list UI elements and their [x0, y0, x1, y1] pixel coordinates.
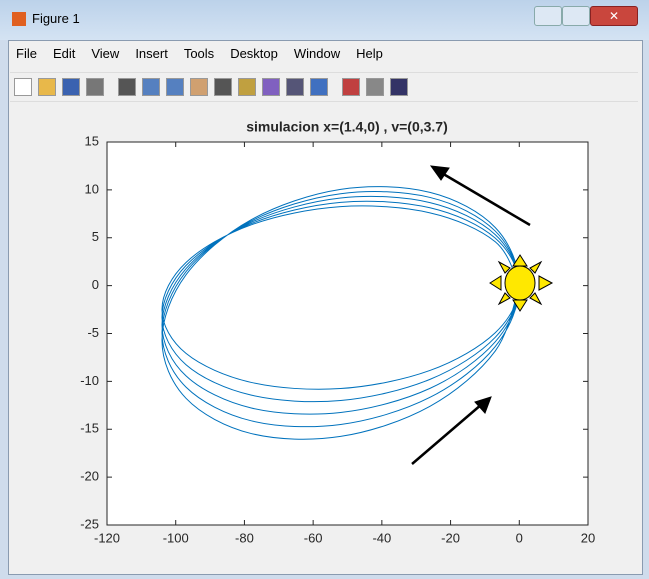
chart-title: simulacion x=(1.4,0) , v=(0,3.7) [246, 119, 448, 135]
y-tick-label: -5 [87, 325, 99, 340]
x-tick-label: -120 [94, 530, 120, 545]
y-tick-label: -20 [80, 469, 99, 484]
x-tick-label: -100 [163, 530, 189, 545]
x-tick-label: 20 [581, 530, 595, 545]
y-tick-label: 0 [92, 277, 99, 292]
y-tick-label: -15 [80, 421, 99, 436]
x-tick-label: -40 [372, 530, 391, 545]
figure: simulacion x=(1.4,0) , v=(0,3.7) -120 -10… [0, 0, 649, 579]
y-tick-label: 10 [85, 181, 99, 196]
x-tick-label: -80 [235, 530, 254, 545]
x-tick-label: -20 [441, 530, 460, 545]
axes-box [107, 142, 588, 525]
x-tick-label: 0 [516, 530, 523, 545]
x-tick-label: -60 [304, 530, 323, 545]
y-tick-label: -10 [80, 373, 99, 388]
y-tick-label: -25 [80, 516, 99, 531]
window: Figure 1 ✕ FileEditViewInsertToolsDeskto… [0, 0, 649, 579]
y-tick-label: 15 [85, 133, 99, 148]
y-tick-label: 5 [92, 229, 99, 244]
